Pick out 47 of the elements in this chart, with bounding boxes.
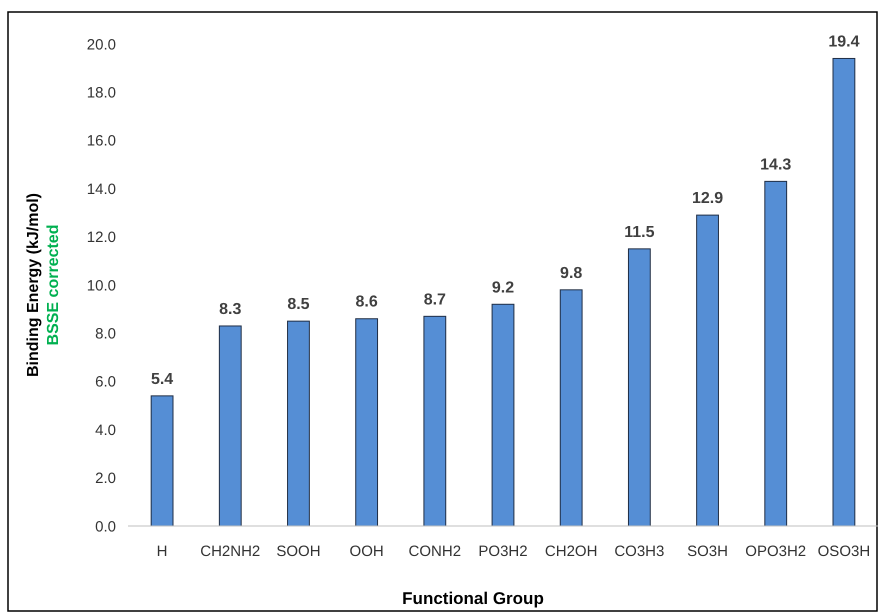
y-tick-label: 16.0 — [86, 132, 116, 150]
data-label: 8.7 — [424, 291, 446, 308]
y-tick-label: 6.0 — [95, 374, 116, 391]
y-tick-label: 12.0 — [86, 229, 116, 246]
data-label: 11.5 — [624, 224, 655, 241]
x-tick-label: OOH — [350, 543, 384, 560]
x-tick-label: CONH2 — [408, 543, 462, 560]
y-tick-label: 10.0 — [86, 277, 116, 294]
y-tick-label: 18.0 — [86, 84, 116, 102]
x-tick-label: PO3H2 — [478, 543, 528, 560]
x-tick-label: H — [156, 543, 168, 560]
data-label: 9.8 — [560, 264, 582, 282]
bar — [355, 318, 378, 526]
y-axis-title: Binding Energy (kJ/mol) — [25, 192, 42, 378]
text: BSSE corrected — [45, 224, 62, 346]
x-tick-label: SO3H — [687, 543, 728, 560]
x-tick-label: CH2OH — [544, 543, 598, 560]
data-label: 9.2 — [492, 279, 514, 296]
bar — [832, 58, 856, 526]
bar — [150, 395, 174, 526]
data-label: 14.3 — [760, 156, 792, 174]
y-tick-label: 14.0 — [86, 180, 116, 198]
x-axis-title: Functional Group — [402, 589, 544, 608]
bar — [492, 304, 514, 526]
bar — [628, 248, 651, 526]
x-tick-label: CH2NH2 — [200, 543, 260, 560]
x-tick-label: SOOH — [276, 543, 321, 560]
bar — [764, 180, 788, 526]
bar — [218, 325, 242, 526]
bar — [560, 289, 583, 526]
x-tick-label: OPO3H2 — [745, 543, 806, 560]
y-tick-label: 4.0 — [95, 422, 116, 439]
y-tick-label: 0.0 — [95, 518, 116, 536]
data-label: 8.3 — [219, 300, 242, 318]
y-tick-label: 8.0 — [95, 325, 116, 342]
data-label: 12.9 — [692, 190, 724, 208]
y-tick-label: 20.0 — [86, 36, 116, 54]
data-label: 8.6 — [356, 294, 378, 311]
x-tick-label: OSO3H — [818, 543, 870, 560]
data-label: 19.4 — [828, 33, 860, 50]
bar — [696, 214, 719, 526]
y-tick-label: 2.0 — [95, 470, 116, 488]
bar — [287, 320, 310, 526]
data-label: 8.5 — [287, 296, 310, 314]
data-label: 5.4 — [150, 370, 174, 388]
x-tick-label: CO3H3 — [614, 543, 664, 560]
bar — [423, 316, 446, 526]
